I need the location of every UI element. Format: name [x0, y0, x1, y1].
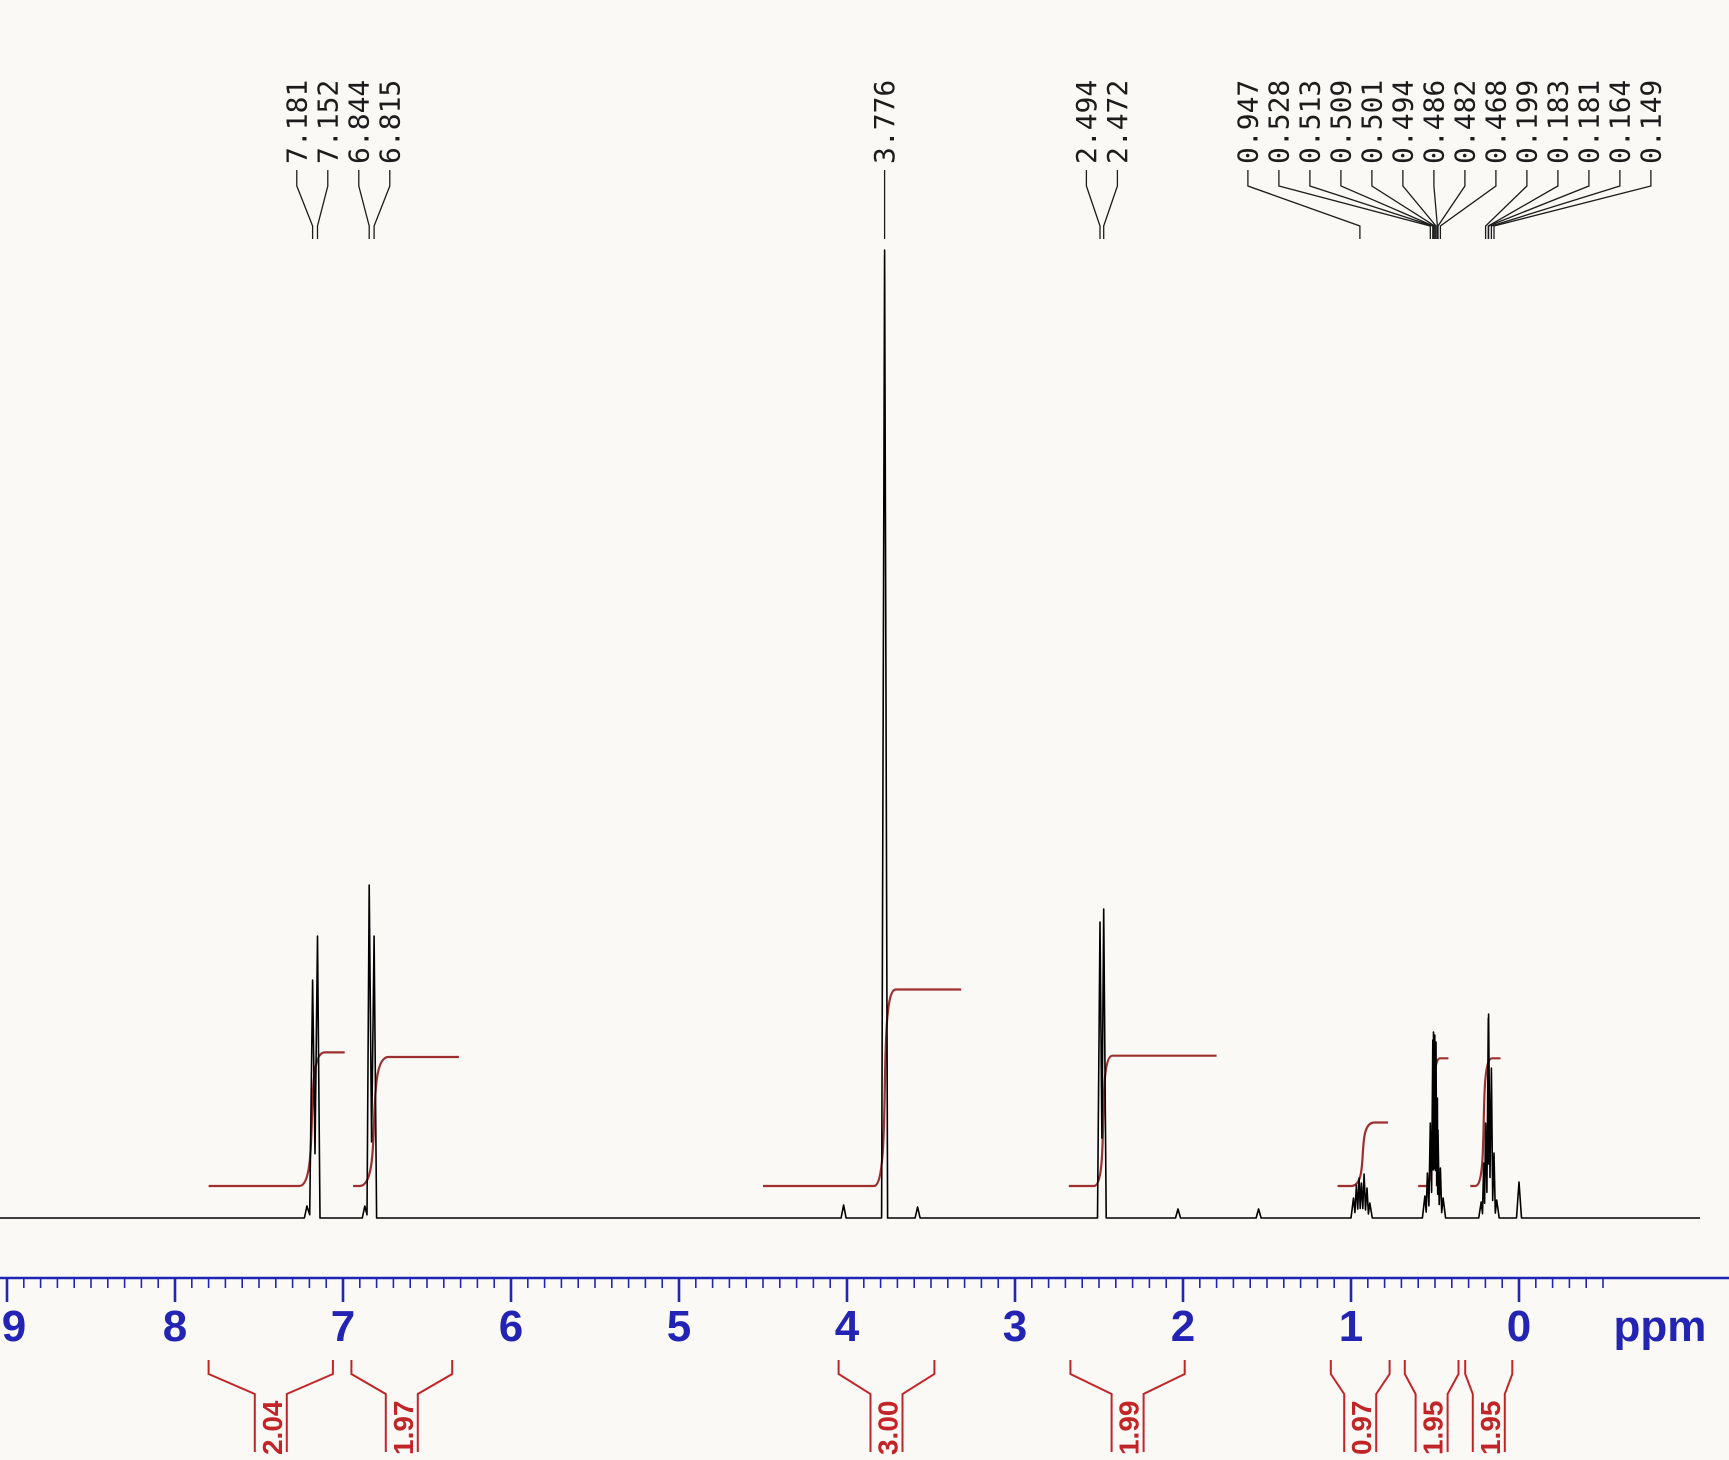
- peak-label: 0.513: [1293, 80, 1326, 164]
- axis-tick-label: 6: [499, 1302, 523, 1351]
- peak-label-leader: [1340, 170, 1435, 239]
- integration-brackets: 2.04 1.97 3.00 1.99 0.97 1.95 1.95: [207, 1360, 1514, 1456]
- integration-bracket-lines: [1069, 1360, 1186, 1452]
- integration-bracket-lines: [837, 1360, 936, 1452]
- spectrum-trace-path: [0, 249, 1700, 1219]
- integral-curve: [1068, 1054, 1217, 1188]
- peak-label-leader: [373, 170, 391, 239]
- axis-tick-label: 7: [331, 1302, 355, 1351]
- peak-label: 2.494: [1070, 80, 1103, 164]
- integration-bracket: 1.99: [1069, 1360, 1186, 1456]
- peak-label: 2.472: [1101, 80, 1134, 164]
- peak-label-leader: [1487, 170, 1590, 239]
- peak-label-leader: [1103, 170, 1119, 239]
- peak-label: 0.183: [1541, 80, 1574, 164]
- integration-bracket: 2.04: [207, 1360, 334, 1455]
- peak-label-leader: [1437, 170, 1466, 239]
- integration-value: 3.00: [872, 1401, 903, 1456]
- integration-bracket: 1.95: [1403, 1360, 1460, 1456]
- integration-bracket-lines: [1329, 1360, 1391, 1452]
- axis-tick-label: 9: [2, 1302, 26, 1351]
- peak-label-leader: [1484, 170, 1528, 239]
- peak-label: 0.501: [1355, 80, 1388, 164]
- peak-label-leader: [358, 170, 370, 239]
- peak-label: 0.164: [1603, 80, 1636, 164]
- integration-bracket-lines: [350, 1360, 454, 1452]
- peak-label-leader: [1493, 170, 1652, 239]
- integration-value: 1.97: [388, 1401, 419, 1456]
- integration-value: 0.97: [1346, 1401, 1377, 1456]
- integration-bracket: 1.95: [1464, 1360, 1514, 1456]
- integration-value: 1.95: [1475, 1401, 1506, 1456]
- peak-label: 0.149: [1634, 80, 1667, 164]
- axis-tick-label: 8: [163, 1302, 187, 1351]
- peak-label: 3.776: [868, 80, 901, 164]
- peak-label-leader: [1402, 170, 1437, 239]
- spectrum-trace: [0, 249, 1700, 1219]
- axis-tick-label: 4: [835, 1302, 860, 1351]
- integration-value: 1.95: [1418, 1401, 1449, 1456]
- peak-label-leader: [316, 170, 329, 239]
- peak-label: 0.199: [1510, 80, 1543, 164]
- peak-label: 0.509: [1324, 80, 1357, 164]
- peak-label: 0.486: [1417, 80, 1450, 164]
- peak-label-leader: [1309, 170, 1434, 239]
- integral-curve: [208, 1051, 345, 1188]
- integration-bracket-lines: [207, 1360, 334, 1452]
- peak-label: 0.947: [1231, 80, 1264, 164]
- peak-label-leader: [1247, 170, 1361, 239]
- peak-label-leader: [1487, 170, 1559, 239]
- peak-label: 6.844: [342, 80, 375, 164]
- integral-curve: [353, 1055, 459, 1188]
- peak-label: 7.181: [280, 80, 313, 164]
- peak-label: 0.181: [1572, 80, 1605, 164]
- axis-tick-label: 0: [1507, 1302, 1531, 1351]
- integral-curve: [1337, 1121, 1388, 1188]
- integration-bracket-lines: [1403, 1360, 1460, 1452]
- axis-tick-label: 5: [667, 1302, 691, 1351]
- integration-bracket: 1.97: [350, 1360, 454, 1456]
- integration-bracket: 0.97: [1329, 1360, 1391, 1456]
- integration-bracket: 3.00: [837, 1360, 936, 1456]
- peak-label: 7.152: [311, 80, 344, 164]
- integral-curve: [763, 988, 962, 1188]
- peak-label-leader: [1371, 170, 1436, 239]
- peak-label-leader: [1085, 170, 1101, 239]
- axis-tick-label: 3: [1003, 1302, 1027, 1351]
- peak-label-leader: [1490, 170, 1621, 239]
- ppm-axis: 9 8 7 6 5 4 3 2 1 0: [0, 1276, 1729, 1351]
- peak-label: 0.528: [1262, 80, 1295, 164]
- axis-tick-label: 1: [1339, 1302, 1363, 1351]
- peak-label: 6.815: [373, 80, 406, 164]
- peak-label-leader: [1439, 170, 1497, 239]
- integral-curves: [208, 988, 1501, 1188]
- peak-label: 0.468: [1479, 80, 1512, 164]
- axis-tick-label: 2: [1171, 1302, 1195, 1351]
- peak-label-leader: [1278, 170, 1431, 239]
- peak-label: 0.494: [1386, 80, 1419, 164]
- peak-label: 0.482: [1448, 80, 1481, 164]
- peak-label-leader: [296, 170, 314, 239]
- axis-unit-label: ppm: [1614, 1302, 1707, 1351]
- integration-value: 1.99: [1114, 1401, 1145, 1456]
- integration-value: 2.04: [257, 1400, 288, 1455]
- integration-bracket-lines: [1464, 1360, 1514, 1452]
